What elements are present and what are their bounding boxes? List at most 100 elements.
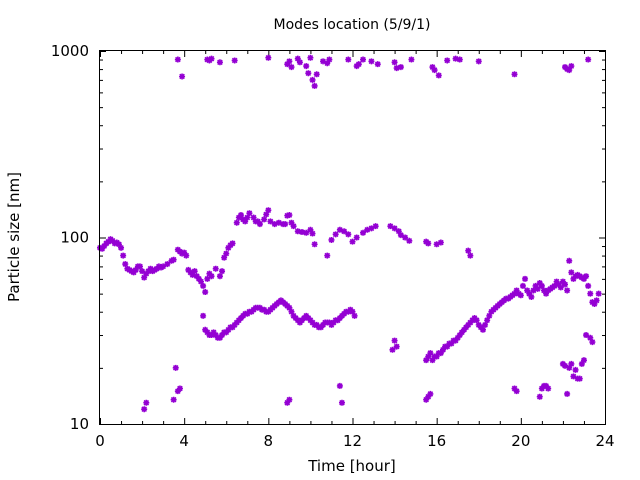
data-point: [328, 236, 335, 243]
data-point: [536, 393, 543, 400]
data-point: [349, 238, 356, 245]
data-point: [425, 393, 432, 400]
data-point: [538, 282, 545, 289]
data-point: [397, 232, 404, 239]
data-point: [393, 65, 400, 72]
data-point: [195, 275, 202, 282]
data-point: [200, 282, 207, 289]
data-point: [332, 231, 339, 238]
data-point: [181, 249, 188, 256]
data-point: [105, 238, 112, 245]
data-point: [570, 373, 577, 380]
data-point: [454, 334, 461, 341]
data-point: [578, 360, 585, 367]
data-point: [589, 339, 596, 346]
x-tick-label: 4: [179, 432, 189, 450]
x-axis-label: Time [hour]: [307, 457, 396, 475]
y-tick-label: 100: [60, 229, 89, 247]
data-point: [475, 58, 482, 65]
data-point: [326, 56, 333, 63]
data-point: [545, 385, 552, 392]
data-point: [564, 390, 571, 397]
data-point: [585, 282, 592, 289]
data-point: [317, 324, 324, 331]
data-point: [372, 223, 379, 230]
data-point: [568, 269, 575, 276]
data-point: [559, 278, 566, 285]
data-point: [305, 70, 312, 77]
data-point: [187, 269, 194, 276]
data-point: [193, 273, 200, 280]
data-point: [212, 265, 219, 272]
data-point: [109, 237, 116, 244]
data-point: [216, 59, 223, 66]
data-point: [189, 271, 196, 278]
data-point: [368, 58, 375, 65]
data-point: [265, 207, 272, 214]
data-point: [389, 346, 396, 353]
data-point: [475, 321, 482, 328]
data-point: [336, 226, 343, 233]
data-point: [431, 67, 438, 74]
data-point: [583, 273, 590, 280]
data-point: [170, 256, 177, 263]
data-point: [479, 326, 486, 333]
data-point: [229, 240, 236, 247]
data-point: [511, 385, 518, 392]
data-point: [391, 59, 398, 66]
data-point: [115, 241, 122, 248]
data-point: [591, 300, 598, 307]
data-points: [97, 54, 602, 413]
data-point: [566, 257, 573, 264]
data-point: [120, 252, 127, 259]
data-point: [543, 290, 550, 297]
data-point: [286, 304, 293, 311]
data-point: [261, 216, 268, 223]
data-point: [294, 55, 301, 62]
data-point: [299, 229, 305, 236]
data-point: [246, 210, 253, 217]
data-point: [307, 226, 314, 233]
data-point: [583, 332, 590, 339]
data-point: [526, 290, 533, 297]
data-point: [219, 332, 226, 339]
data-point: [374, 61, 381, 68]
x-tick-label: 8: [264, 432, 274, 450]
x-tick-label: 0: [95, 432, 105, 450]
data-point: [429, 357, 436, 364]
data-point: [482, 321, 489, 328]
data-point: [467, 252, 474, 259]
data-point: [486, 312, 493, 319]
data-point: [311, 82, 318, 89]
data-point: [290, 223, 297, 230]
data-point: [288, 219, 295, 226]
data-point: [206, 270, 213, 277]
data-point: [267, 218, 274, 225]
data-point: [256, 221, 263, 228]
data-point: [200, 312, 207, 319]
data-point: [456, 332, 463, 339]
data-point: [141, 274, 148, 281]
data-point: [349, 308, 356, 315]
data-point: [593, 297, 600, 304]
data-point: [427, 350, 434, 357]
data-point: [130, 269, 137, 276]
data-point: [132, 266, 139, 273]
data-point: [522, 275, 529, 282]
data-point: [395, 228, 402, 235]
data-point: [543, 382, 550, 389]
data-point: [216, 273, 223, 280]
data-point: [437, 239, 444, 246]
data-point: [101, 243, 108, 250]
data-point: [387, 223, 394, 230]
data-point: [250, 214, 257, 221]
data-point: [587, 290, 594, 297]
chart-title: Modes location (5/9/1): [274, 17, 431, 33]
data-point: [513, 287, 520, 294]
data-point: [204, 329, 211, 336]
data-point: [176, 385, 183, 392]
data-point: [360, 56, 367, 63]
data-point: [183, 252, 190, 259]
data-point: [145, 268, 152, 275]
